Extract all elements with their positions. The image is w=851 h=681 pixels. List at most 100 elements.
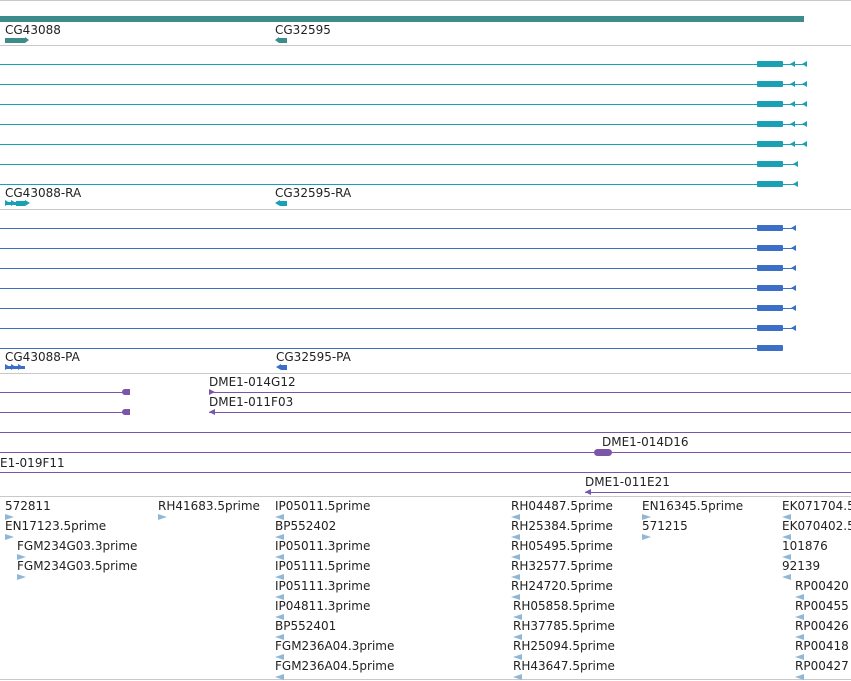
est-label[interactable]: IP05111.5prime [275, 559, 371, 573]
transcript-label-cg43088-pa[interactable]: CG43088-PA [5, 350, 80, 364]
clone-line-3[interactable] [0, 432, 851, 433]
est-glyph[interactable] [275, 594, 284, 600]
est-label[interactable]: FGM236A04.3prime [275, 639, 395, 653]
transcript-pa-intron-line[interactable] [0, 288, 796, 289]
est-glyph[interactable] [642, 534, 651, 540]
clone-label-dme1-014d16[interactable]: DME1-014D16 [602, 435, 689, 449]
est-label[interactable]: FGM236A04.5prime [275, 659, 395, 673]
clone-label-dme1-011e21[interactable]: DME1-011E21 [585, 475, 670, 489]
est-glyph[interactable] [275, 654, 284, 660]
est-label[interactable]: 92139 [782, 559, 821, 573]
est-label[interactable]: EN16345.5prime [642, 499, 744, 513]
transcript-pa-intron-line[interactable] [0, 248, 796, 249]
transcript-glyph-cg43088-ra[interactable] [5, 200, 30, 207]
est-label[interactable]: RP00455 [795, 599, 849, 613]
est-glyph[interactable] [5, 514, 14, 520]
est-glyph[interactable] [795, 674, 804, 680]
clone-glyph-dme1-014d16[interactable] [594, 449, 612, 456]
transcript-ra-intron-line[interactable] [0, 124, 807, 125]
gene-glyph-cg32595[interactable] [279, 38, 287, 43]
gene-label-cg43088[interactable]: CG43088 [5, 23, 61, 37]
transcript-glyph-cg32595-pa[interactable] [276, 364, 287, 371]
transcript-ra-exon[interactable] [757, 101, 783, 107]
transcript-ra-intron-line[interactable] [0, 144, 807, 145]
est-label[interactable]: IP05111.3prime [275, 579, 371, 593]
est-label[interactable]: EK070402.5 [782, 519, 851, 533]
est-label[interactable]: EN17123.5prime [5, 519, 107, 533]
transcript-ra-exon[interactable] [757, 181, 783, 187]
est-glyph[interactable] [782, 554, 791, 560]
est-glyph[interactable] [511, 594, 520, 600]
est-label[interactable]: 101876 [782, 539, 828, 553]
transcript-ra-exon[interactable] [757, 141, 783, 147]
clone-line-e1-019f11[interactable] [0, 472, 851, 473]
est-glyph[interactable] [795, 634, 804, 640]
transcript-label-cg32595-pa[interactable]: CG32595-PA [276, 350, 351, 364]
est-glyph[interactable] [275, 514, 284, 520]
est-label[interactable]: BP552402 [275, 519, 337, 533]
est-label[interactable]: FGM234G03.3prime [17, 539, 138, 553]
gene-glyph-cg43088[interactable] [5, 38, 25, 43]
transcript-label-cg32595-ra[interactable]: CG32595-RA [275, 186, 352, 200]
transcript-pa-exon[interactable] [757, 325, 783, 331]
est-label[interactable]: RP00420 [795, 579, 849, 593]
transcript-pa-intron-line[interactable] [0, 228, 796, 229]
clone-line-dme1-011e21[interactable] [585, 492, 851, 493]
clone-label-dme1-011f03[interactable]: DME1-011F03 [209, 395, 294, 409]
transcript-pa-intron-line[interactable] [0, 268, 796, 269]
est-glyph[interactable] [17, 574, 26, 580]
est-label[interactable]: IP04811.3prime [275, 599, 371, 613]
gene-label-cg32595[interactable]: CG32595 [275, 23, 331, 37]
est-glyph[interactable] [513, 634, 522, 640]
est-label[interactable]: RH43647.5prime [513, 659, 615, 673]
est-glyph[interactable] [795, 654, 804, 660]
est-glyph[interactable] [513, 614, 522, 620]
est-label[interactable]: RP00427 [795, 659, 849, 673]
clone-line-dme1-011f03[interactable] [209, 412, 851, 413]
est-glyph[interactable] [275, 554, 284, 560]
transcript-ra-exon[interactable] [757, 121, 783, 127]
est-glyph[interactable] [782, 534, 791, 540]
transcript-pa-intron-line[interactable] [0, 308, 796, 309]
est-glyph[interactable] [5, 534, 14, 540]
clone-line-dme1-014g12[interactable] [209, 392, 851, 393]
est-label[interactable]: RH24720.5prime [511, 579, 613, 593]
transcript-ra-intron-line[interactable] [0, 104, 807, 105]
est-glyph[interactable] [782, 514, 791, 520]
est-glyph[interactable] [275, 534, 284, 540]
transcript-ra-exon[interactable] [757, 161, 783, 167]
est-glyph[interactable] [158, 514, 167, 520]
transcript-pa-exon[interactable] [757, 285, 783, 291]
est-label[interactable]: RH32577.5prime [511, 559, 613, 573]
est-glyph[interactable] [511, 534, 520, 540]
transcript-pa-exon[interactable] [757, 345, 783, 351]
est-label[interactable]: RH04487.5prime [511, 499, 613, 513]
clone-label-dme1-014g12[interactable]: DME1-014G12 [209, 375, 296, 389]
transcript-pa-exon[interactable] [757, 305, 783, 311]
clone-line-4[interactable] [0, 452, 851, 453]
est-glyph[interactable] [513, 674, 522, 680]
est-label[interactable]: RH25094.5prime [513, 639, 615, 653]
clone-line-1[interactable] [0, 392, 125, 393]
est-glyph[interactable] [511, 574, 520, 580]
est-label[interactable]: FGM234G03.5prime [17, 559, 138, 573]
est-label[interactable]: RH05495.5prime [511, 539, 613, 553]
clone-glyph-2[interactable] [122, 409, 130, 415]
est-glyph[interactable] [275, 634, 284, 640]
est-label[interactable]: IP05011.5prime [275, 499, 371, 513]
est-glyph[interactable] [782, 574, 791, 580]
est-label[interactable]: 571215 [642, 519, 688, 533]
clone-line-2[interactable] [0, 412, 125, 413]
est-label[interactable]: BP552401 [275, 619, 337, 633]
est-glyph[interactable] [511, 554, 520, 560]
est-label[interactable]: RP00426 [795, 619, 849, 633]
est-label[interactable]: RH25384.5prime [511, 519, 613, 533]
est-label[interactable]: IP05011.3prime [275, 539, 371, 553]
transcript-pa-intron-line[interactable] [0, 328, 796, 329]
transcript-label-cg43088-ra[interactable]: CG43088-RA [5, 186, 82, 200]
transcript-glyph-cg32595-ra[interactable] [275, 200, 287, 207]
est-glyph[interactable] [513, 654, 522, 660]
transcript-glyph-cg43088-pa[interactable] [5, 364, 27, 371]
est-glyph[interactable] [795, 614, 804, 620]
est-glyph[interactable] [795, 594, 804, 600]
